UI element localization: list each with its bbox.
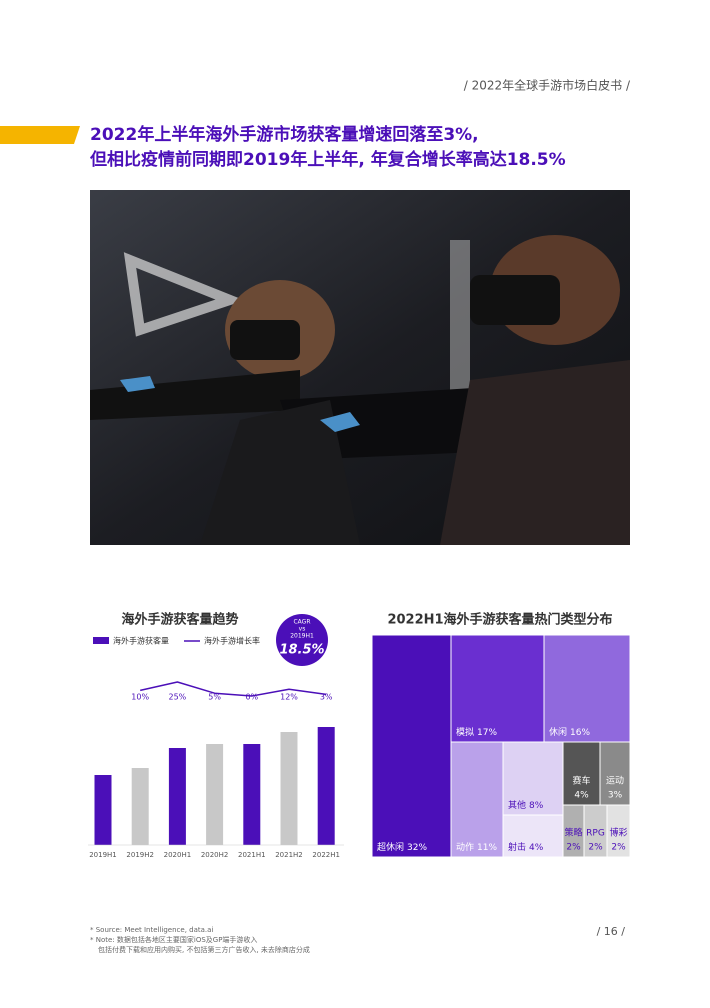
x-tick-label: 2022H1: [312, 851, 340, 859]
cell-value: 2%: [566, 843, 581, 853]
cell-name: 休闲: [549, 726, 567, 738]
cell-value: 3%: [608, 791, 623, 801]
cell-label: 动作 11%: [456, 841, 497, 853]
header: / 2022年全球手游市场白皮书 /: [464, 78, 631, 93]
bar: [243, 744, 261, 845]
cell-name: 运动: [606, 776, 624, 787]
cell-name: 模拟: [456, 726, 474, 738]
legend-swatch: [93, 637, 109, 644]
treemap-cell: [543, 634, 631, 743]
cell-value: 2%: [611, 843, 626, 853]
bar: [206, 744, 224, 845]
cell-name: 策略: [564, 827, 582, 839]
cell-name: 射击: [508, 841, 526, 853]
x-tick-label: 2020H2: [201, 851, 229, 859]
data-label: 10%: [131, 693, 149, 702]
x-tick-label: 2021H1: [238, 851, 266, 859]
cell-name: 赛车: [572, 775, 590, 787]
bar: [280, 732, 298, 845]
badge-text: vs: [299, 626, 306, 633]
data-label: 5%: [208, 693, 221, 702]
cell-name: 动作: [456, 841, 474, 853]
cell-name: 其他: [508, 799, 526, 811]
data-label: 25%: [169, 693, 187, 702]
data-label: 0%: [245, 693, 258, 702]
legend-label: 海外手游增长率: [204, 636, 260, 646]
badge-text: CAGR: [293, 619, 310, 626]
chart-title: 2022H1海外手游获客量热门类型分布: [387, 612, 612, 628]
cell-label: 模拟 17%: [456, 726, 497, 738]
cell-name: 博彩: [609, 827, 627, 839]
cell-value: 16%: [570, 728, 590, 738]
treemap-cell: [371, 634, 452, 858]
chart-title: 海外手游获客量趋势: [121, 612, 238, 628]
cell-label: 休闲 16%: [549, 726, 590, 738]
cell-label: 超休闲 32%: [377, 841, 427, 853]
cell-value: 4%: [574, 791, 589, 801]
cell-value: 11%: [477, 843, 497, 853]
cell-label: 射击 4%: [508, 841, 544, 853]
badge-text: 2019H1: [290, 633, 314, 640]
title-line: 但相比疫情前同期即2019年上半年, 年复合增长率高达18.5%: [90, 149, 566, 170]
footnote: * Source: Meet Intelligence, data.ai: [90, 926, 213, 934]
data-label: 12%: [280, 693, 298, 702]
bar: [94, 775, 112, 845]
photo: [90, 190, 630, 545]
cell-value: 8%: [529, 801, 544, 811]
treemap-cell: [502, 814, 564, 858]
bar: [317, 727, 335, 845]
x-tick-label: 2020H1: [164, 851, 192, 859]
cell-name: RPG: [586, 829, 605, 839]
cell-value: 4%: [529, 843, 544, 853]
title-line: 2022年上半年海外手游市场获客量增速回落至3%,: [90, 124, 479, 145]
badge-value: 18.5%: [279, 643, 324, 658]
treemap-cell: [450, 634, 545, 743]
legend-label: 海外手游获客量: [113, 636, 169, 646]
bar: [131, 768, 149, 845]
treemap-cell: [599, 741, 631, 806]
footnote: 包括付费下载和应用内购买, 不包括第三方广告收入, 未去除商店分成: [98, 945, 310, 954]
treemap-cell: [450, 741, 504, 858]
cell-value: 2%: [588, 843, 603, 853]
treemap-cell: [606, 804, 631, 858]
growth-line: [140, 681, 327, 697]
x-tick-label: 2019H2: [126, 851, 154, 859]
bar: [168, 748, 186, 845]
cell-name: 超休闲: [377, 841, 404, 853]
cell-label: 其他 8%: [508, 799, 544, 811]
footnote: * Note: 数据包括各地区主要国家iOS及GP端手游收入: [90, 935, 257, 944]
badge: [276, 614, 328, 666]
cell-value: 17%: [477, 728, 497, 738]
x-tick-label: 2019H1: [89, 851, 117, 859]
page-number: / 16 /: [597, 925, 626, 938]
cell-value: 32%: [407, 843, 427, 853]
accent-bar: [0, 126, 80, 144]
x-tick-label: 2021H2: [275, 851, 303, 859]
data-label: 3%: [320, 693, 333, 702]
